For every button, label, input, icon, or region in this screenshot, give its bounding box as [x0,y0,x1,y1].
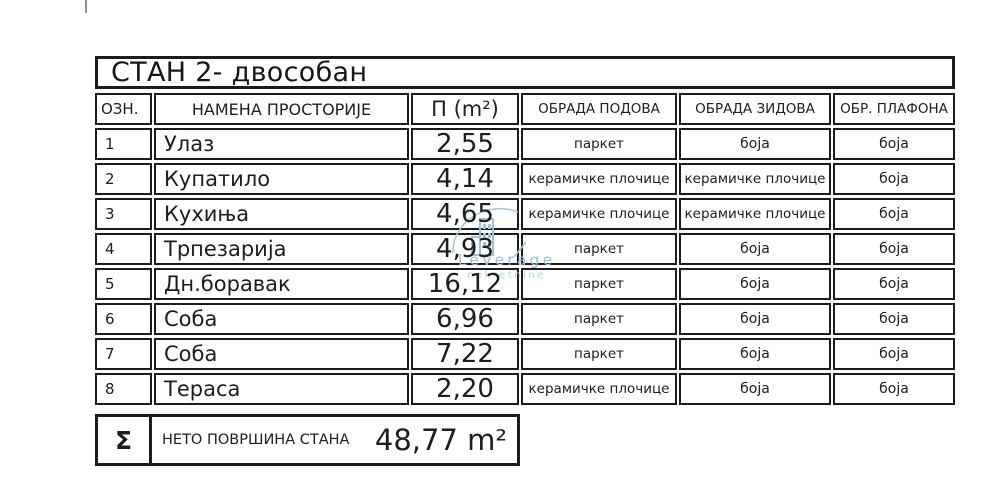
ceiling-finish: боја [833,163,955,195]
floor-finish: керамичке плочице [521,373,677,405]
room-area: 4,14 [411,163,519,195]
ceiling-finish: боја [833,338,955,370]
room-name: Трпезарија [154,233,409,265]
room-name: Тераса [154,373,409,405]
wall-finish: боја [679,373,831,405]
ceiling-finish: боја [833,303,955,335]
row-number: 3 [95,198,152,230]
room-schedule-table: ОЗН. НАМЕНА ПРОСТОРИЈЕ П (m²) ОБРАДА ПОД… [95,93,955,405]
header-wall-finish: ОБРАДА ЗИДОВА [679,93,831,125]
wall-finish: керамичке плочице [679,163,831,195]
room-area: 2,20 [411,373,519,405]
ceiling-finish: боја [833,128,955,160]
header-designation: ОЗН. [95,93,152,125]
apartment-title-text: СТАН 2- двособан [111,57,368,88]
ceiling-finish: боја [833,373,955,405]
header-floor-finish: ОБРАДА ПОДОВА [521,93,677,125]
floor-finish: паркет [521,268,677,300]
header-ceiling-finish: ОБР. ПЛАФОНА [833,93,955,125]
row-number: 6 [95,303,152,335]
floor-finish: паркет [521,233,677,265]
page-edge-line [85,0,87,13]
room-area: 4,93 [411,233,519,265]
room-area: 16,12 [411,268,519,300]
net-area-value: 48,77 m² [374,423,507,457]
ceiling-finish: боја [833,233,955,265]
ceiling-finish: боја [833,198,955,230]
wall-finish: боја [679,268,831,300]
wall-finish: боја [679,128,831,160]
apartment-title: СТАН 2- двособан [95,56,955,89]
net-area-label: НЕТО ПОВРШИНА СТАНА [162,432,350,448]
floor-finish: керамичке плочице [521,198,677,230]
floor-finish: паркет [521,303,677,335]
header-room-purpose: НАМЕНА ПРОСТОРИЈЕ [154,93,409,125]
room-name: Соба [154,338,409,370]
floor-finish: паркет [521,338,677,370]
room-area: 6,96 [411,303,519,335]
room-name: Купатило [154,163,409,195]
row-number: 7 [95,338,152,370]
sigma-symbol: Σ [98,417,152,463]
room-area: 7,22 [411,338,519,370]
row-number: 2 [95,163,152,195]
room-name: Улаз [154,128,409,160]
room-area: 2,55 [411,128,519,160]
room-name: Кухиња [154,198,409,230]
wall-finish: боја [679,338,831,370]
room-name: Соба [154,303,409,335]
wall-finish: керамичке плочице [679,198,831,230]
ceiling-finish: боја [833,268,955,300]
net-area-summary: Σ НЕТО ПОВРШИНА СТАНА 48,77 m² [95,414,520,466]
row-number: 4 [95,233,152,265]
row-number: 5 [95,268,152,300]
room-name: Дн.боравак [154,268,409,300]
floor-finish: паркет [521,128,677,160]
row-number: 1 [95,128,152,160]
floor-finish: керамичке плочице [521,163,677,195]
wall-finish: боја [679,303,831,335]
wall-finish: боја [679,233,831,265]
header-area: П (m²) [411,93,519,125]
row-number: 8 [95,373,152,405]
room-area: 4,65 [411,198,519,230]
